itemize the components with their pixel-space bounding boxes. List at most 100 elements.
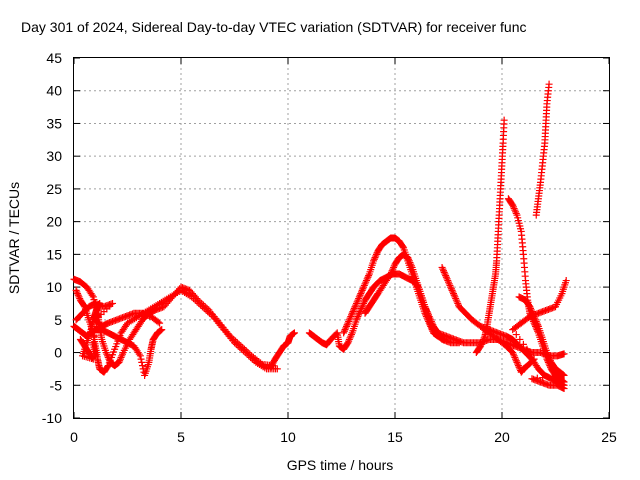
data-point	[341, 326, 349, 334]
data-point	[512, 355, 520, 363]
data-point	[135, 350, 143, 358]
x-tick-label: 10	[280, 429, 296, 445]
data-point	[531, 314, 539, 322]
data-point	[355, 311, 363, 319]
data-point	[352, 299, 360, 307]
data-point	[440, 268, 448, 276]
data-point	[358, 286, 366, 294]
data-point	[350, 304, 358, 312]
data-point	[533, 319, 541, 327]
data-point	[509, 203, 517, 211]
data-point	[357, 306, 365, 314]
data-point	[532, 317, 540, 325]
data-point	[353, 314, 361, 322]
data-point	[512, 357, 520, 365]
x-tick-label: 20	[494, 429, 510, 445]
data-point	[438, 263, 446, 271]
data-point	[74, 291, 82, 299]
data-point	[345, 335, 353, 343]
data-point	[350, 306, 358, 314]
data-point	[479, 335, 487, 343]
data-point	[74, 290, 82, 298]
data-point	[407, 260, 415, 268]
data-point	[138, 362, 146, 370]
data-point	[95, 306, 103, 314]
data-point	[406, 259, 414, 267]
data-point	[347, 311, 355, 319]
data-point	[510, 352, 518, 360]
data-point	[118, 352, 126, 360]
data-point	[529, 356, 537, 364]
data-point	[427, 316, 435, 324]
data-point	[388, 267, 396, 275]
data-point	[453, 298, 461, 306]
series-s14	[477, 277, 570, 376]
data-point	[117, 353, 125, 361]
data-point	[138, 358, 146, 366]
data-point	[441, 270, 449, 278]
data-point	[530, 313, 538, 321]
series-s3	[70, 322, 166, 379]
data-point	[425, 311, 433, 319]
data-point	[442, 272, 450, 280]
series-s13	[532, 80, 553, 219]
data-point	[423, 308, 431, 316]
data-point	[351, 303, 359, 311]
data-point	[361, 280, 369, 288]
data-point	[360, 283, 368, 291]
data-point	[509, 201, 517, 209]
data-point	[104, 352, 112, 360]
x-axis-label: GPS time / hours	[287, 457, 394, 473]
data-point	[360, 299, 368, 307]
data-point	[439, 265, 447, 273]
data-point	[342, 322, 350, 330]
data-point	[546, 355, 554, 363]
data-point	[116, 357, 124, 365]
data-point	[92, 319, 100, 327]
data-point	[357, 304, 365, 312]
data-point	[371, 254, 379, 262]
data-point	[370, 257, 378, 265]
data-point	[347, 313, 355, 321]
data-point	[514, 362, 522, 370]
data-point	[158, 326, 166, 334]
x-tick-label: 0	[70, 429, 78, 445]
data-point	[426, 314, 434, 322]
data-point	[90, 332, 98, 340]
data-point	[362, 278, 370, 286]
plot-frame	[73, 57, 610, 419]
data-point	[532, 316, 540, 324]
data-points	[70, 80, 570, 393]
data-point	[422, 306, 430, 314]
data-point	[347, 332, 355, 340]
data-point	[156, 319, 164, 327]
data-point	[102, 349, 110, 357]
data-point	[478, 339, 486, 347]
data-point	[91, 352, 99, 360]
data-point	[447, 285, 455, 293]
data-point	[116, 355, 124, 363]
data-point	[480, 334, 488, 342]
data-point	[448, 286, 456, 294]
data-point	[511, 353, 519, 361]
data-point	[340, 329, 348, 337]
data-point	[450, 291, 458, 299]
data-point	[347, 331, 355, 339]
data-point	[389, 265, 397, 273]
series-s10	[438, 263, 568, 389]
data-point	[562, 277, 570, 285]
series-s11	[472, 116, 508, 357]
series-s8	[340, 234, 448, 343]
y-tick-label: 30	[46, 148, 62, 164]
data-point	[509, 349, 517, 357]
data-point	[91, 326, 99, 334]
y-tick-label: -10	[42, 410, 62, 426]
series-s15	[515, 293, 568, 393]
data-point	[511, 206, 519, 214]
data-point	[544, 352, 552, 360]
data-point	[446, 281, 454, 289]
x-tick-label: 15	[387, 429, 403, 445]
data-point	[513, 358, 521, 366]
series-s5	[76, 299, 104, 363]
data-point	[421, 303, 429, 311]
